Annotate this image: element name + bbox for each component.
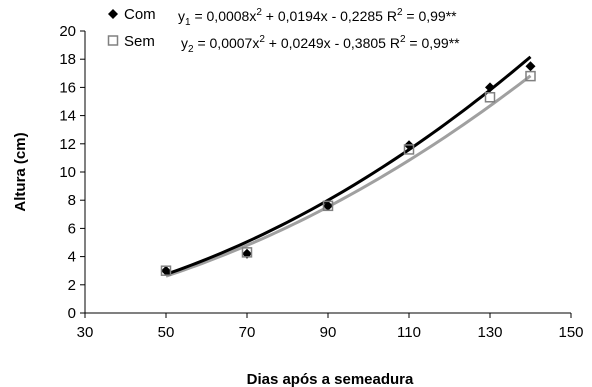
trend-line-com	[165, 55, 532, 276]
y-tick-label: 6	[68, 220, 76, 237]
legend-label-sem: Sem	[124, 33, 155, 50]
y-tick-label: 12	[59, 136, 76, 153]
equation-sem: y2 = 0,0007x2 + 0,0249x - 0,3805 R2 = 0,…	[181, 34, 460, 55]
y-tick-label: 2	[68, 277, 76, 294]
data-point-com	[525, 61, 536, 72]
y-tick-label: 10	[59, 164, 76, 181]
legend-label-com: Com	[124, 6, 156, 23]
x-tick-label: 130	[477, 324, 502, 341]
y-axis-title: Altura (cm)	[12, 132, 29, 211]
x-tick-label: 50	[158, 324, 175, 341]
legend: Com Sem	[107, 6, 156, 50]
y-tick-label: 4	[68, 249, 76, 266]
axes	[80, 30, 572, 318]
trend-line-sem	[165, 74, 532, 278]
x-tick-label: 90	[320, 324, 337, 341]
data-point-sem	[160, 265, 172, 276]
y-tick-label: 8	[68, 192, 76, 209]
data-points	[160, 61, 536, 276]
y-tick-label: 18	[59, 51, 76, 68]
x-axis-title: Dias após a semeadura	[247, 371, 414, 387]
data-point-sem	[403, 144, 415, 155]
y-tick-label: 14	[59, 108, 76, 125]
y-tick-labels: 0 2 4 6 8 10 12 14 16 18 20	[59, 23, 76, 322]
y-tick-label: 20	[59, 23, 76, 40]
data-point-sem	[525, 70, 536, 82]
x-tick-label: 150	[558, 324, 583, 341]
data-point-sem	[322, 200, 334, 212]
legend-marker-sem	[107, 35, 119, 46]
data-point-sem	[241, 247, 253, 258]
data-point-sem	[484, 92, 496, 103]
equation-com: y1 = 0,0008x2 + 0,0194x - 0,2285 R2 = 0,…	[178, 7, 457, 28]
y-tick-label: 0	[68, 305, 76, 322]
x-tick-labels: 30 50 70 90 110 130 150	[77, 324, 584, 341]
data-point-com	[161, 265, 171, 276]
trend-equations: y1 = 0,0008x2 + 0,0194x - 0,2285 R2 = 0,…	[178, 7, 460, 55]
data-point-com	[485, 82, 495, 93]
data-point-com	[323, 200, 333, 211]
x-tick-label: 30	[77, 324, 94, 341]
x-tick-label: 70	[239, 324, 256, 341]
trend-lines	[165, 55, 532, 278]
legend-marker-com	[108, 9, 118, 19]
y-tick-label: 16	[59, 79, 76, 96]
x-tick-label: 110	[397, 324, 421, 341]
